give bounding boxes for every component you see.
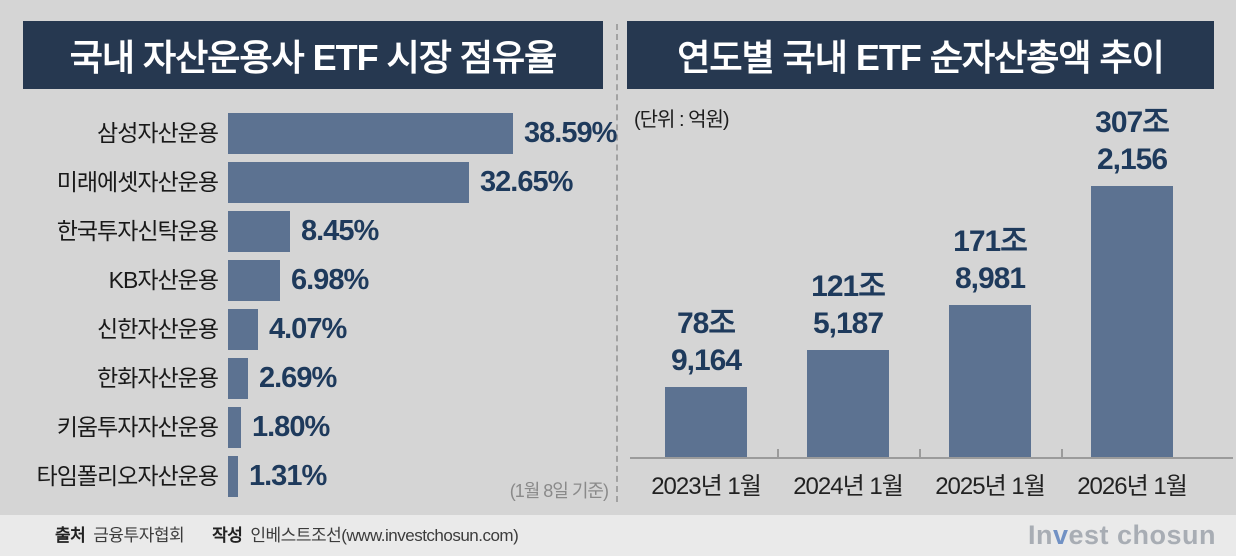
share-bar bbox=[228, 260, 280, 301]
net-asset-value: 307조 2,156 bbox=[1047, 100, 1217, 178]
net-asset-value: 78조 9,164 bbox=[621, 301, 791, 379]
company-label: 키움투자자산운용 bbox=[56, 414, 219, 440]
source-label: 출처 bbox=[55, 526, 86, 545]
market-share-row: 신한자산운용 4.07% bbox=[0, 309, 617, 350]
company-label: 미래에셋자산운용 bbox=[56, 169, 219, 195]
logo-text-right: est chosun bbox=[1068, 520, 1216, 550]
as-of-date-note: (1월 8일 기준) bbox=[509, 481, 609, 501]
share-value: 32.65% bbox=[480, 166, 573, 198]
market-share-row: 삼성자산운용 38.59% bbox=[0, 113, 617, 154]
share-bar bbox=[228, 407, 241, 448]
invest-chosun-logo: Invest chosun bbox=[1028, 515, 1216, 556]
x-axis-line bbox=[630, 457, 1233, 459]
net-asset-bar bbox=[949, 305, 1031, 457]
logo-text-left: In bbox=[1027, 520, 1053, 550]
share-value: 8.45% bbox=[301, 215, 379, 247]
company-label: KB자산운용 bbox=[108, 267, 219, 293]
value-line-jo: 78조 bbox=[677, 307, 736, 340]
value-line-jo: 171조 bbox=[953, 225, 1028, 258]
company-label: 신한자산운용 bbox=[97, 316, 219, 342]
net-asset-bar bbox=[1091, 186, 1173, 457]
market-share-row: 한화자산운용 2.69% bbox=[0, 358, 617, 399]
share-value: 6.98% bbox=[291, 264, 369, 296]
unit-label: (단위 : 억원) bbox=[634, 109, 730, 131]
net-asset-value: 171조 8,981 bbox=[905, 219, 1075, 297]
axis-tick bbox=[777, 449, 779, 457]
net-asset-bar bbox=[665, 387, 747, 457]
market-share-row: 키움투자자산운용 1.80% bbox=[0, 407, 617, 448]
market-share-row: 타임폴리오자산운용 1.31% bbox=[0, 456, 617, 497]
net-asset-value: 121조 5,187 bbox=[763, 264, 933, 342]
axis-tick bbox=[1061, 449, 1063, 457]
left-chart-title: 국내 자산운용사 ETF 시장 점유율 bbox=[23, 21, 603, 89]
logo-v-mark: v bbox=[1052, 520, 1069, 550]
credits-text: 출처 금융투자협회 작성 인베스트조선(www.investchosun.com) bbox=[55, 515, 519, 556]
share-value: 2.69% bbox=[259, 362, 337, 394]
company-label: 타임폴리오자산운용 bbox=[36, 463, 219, 489]
company-label: 한국투자신탁운용 bbox=[56, 218, 219, 244]
market-share-row: 미래에셋자산운용 32.65% bbox=[0, 162, 617, 203]
share-value: 1.31% bbox=[249, 460, 327, 492]
year-label: 2023년 1월 bbox=[651, 473, 762, 500]
share-value: 4.07% bbox=[269, 313, 347, 345]
value-line-jo: 307조 bbox=[1095, 106, 1170, 139]
year-label: 2024년 1월 bbox=[793, 473, 904, 500]
value-line-eok: 2,156 bbox=[1096, 143, 1168, 176]
share-bar bbox=[228, 456, 238, 497]
right-chart-title: 연도별 국내 ETF 순자산총액 추이 bbox=[627, 21, 1214, 89]
footer-bar: 출처 금융투자협회 작성 인베스트조선(www.investchosun.com) I… bbox=[0, 515, 1236, 556]
market-share-row: KB자산운용 6.98% bbox=[0, 260, 617, 301]
year-label: 2025년 1월 bbox=[935, 473, 1046, 500]
share-bar bbox=[228, 211, 290, 252]
company-label: 삼성자산운용 bbox=[97, 120, 219, 146]
company-label: 한화자산운용 bbox=[97, 365, 219, 391]
share-value: 38.59% bbox=[524, 117, 617, 149]
share-bar bbox=[228, 162, 469, 203]
value-line-jo: 121조 bbox=[811, 270, 886, 303]
share-bar bbox=[228, 113, 513, 154]
market-share-row: 한국투자신탁운용 8.45% bbox=[0, 211, 617, 252]
value-line-eok: 5,187 bbox=[812, 307, 884, 340]
share-bar bbox=[228, 358, 248, 399]
panel-divider bbox=[616, 24, 618, 502]
share-value: 1.80% bbox=[252, 411, 330, 443]
share-bar bbox=[228, 309, 258, 350]
author-label: 작성 bbox=[212, 526, 243, 545]
axis-tick bbox=[919, 449, 921, 457]
source-value: 금융투자협회 bbox=[93, 526, 185, 545]
value-line-eok: 9,164 bbox=[670, 344, 742, 377]
net-asset-bar bbox=[807, 350, 889, 457]
year-label: 2026년 1월 bbox=[1077, 473, 1188, 500]
value-line-eok: 8,981 bbox=[954, 262, 1026, 295]
author-value: 인베스트조선(www.investchosun.com) bbox=[250, 526, 519, 545]
